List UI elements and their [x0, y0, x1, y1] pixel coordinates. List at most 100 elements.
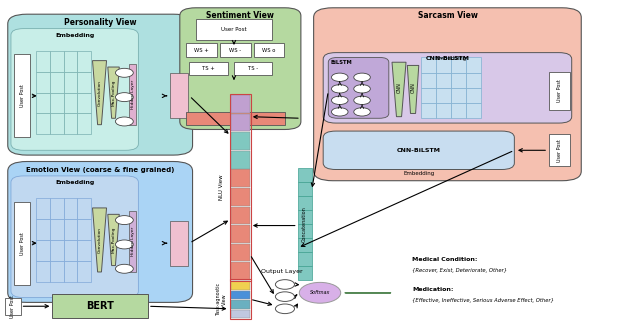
Text: TS -: TS - [248, 66, 258, 71]
FancyBboxPatch shape [186, 112, 285, 125]
FancyBboxPatch shape [323, 131, 515, 170]
FancyBboxPatch shape [170, 221, 188, 266]
FancyBboxPatch shape [50, 240, 63, 261]
FancyBboxPatch shape [231, 95, 250, 113]
FancyBboxPatch shape [50, 219, 63, 240]
FancyBboxPatch shape [451, 73, 466, 88]
FancyBboxPatch shape [36, 261, 50, 282]
Text: Max-Pooling: Max-Pooling [111, 79, 116, 106]
FancyBboxPatch shape [420, 103, 436, 118]
Text: WS o: WS o [262, 48, 276, 53]
Text: Hidden Layer: Hidden Layer [131, 80, 134, 109]
Text: NLU View: NLU View [219, 174, 224, 200]
Circle shape [115, 68, 133, 77]
Text: Embedding: Embedding [403, 171, 435, 176]
Circle shape [354, 108, 371, 116]
Polygon shape [392, 62, 406, 117]
Text: {Recover, Exist, Deteriorate, Other}: {Recover, Exist, Deteriorate, Other} [412, 268, 508, 273]
Text: User Post: User Post [557, 139, 562, 162]
Text: Medication:: Medication: [412, 287, 454, 292]
FancyBboxPatch shape [451, 88, 466, 103]
Circle shape [332, 108, 348, 116]
Text: User Post: User Post [10, 295, 15, 318]
FancyBboxPatch shape [63, 240, 77, 261]
FancyBboxPatch shape [436, 103, 451, 118]
Circle shape [275, 280, 294, 289]
FancyBboxPatch shape [50, 93, 63, 113]
FancyBboxPatch shape [77, 219, 91, 240]
FancyBboxPatch shape [36, 219, 50, 240]
Text: User Post: User Post [557, 79, 562, 102]
FancyBboxPatch shape [52, 294, 148, 318]
Text: Personality View: Personality View [64, 18, 136, 27]
FancyBboxPatch shape [36, 198, 50, 219]
FancyBboxPatch shape [63, 51, 77, 72]
FancyBboxPatch shape [4, 297, 20, 315]
Text: Sentiment View: Sentiment View [207, 11, 275, 20]
FancyBboxPatch shape [466, 103, 481, 118]
Text: CNN-BiLSTM: CNN-BiLSTM [426, 56, 470, 61]
FancyBboxPatch shape [50, 198, 63, 219]
Circle shape [115, 93, 133, 102]
FancyBboxPatch shape [298, 168, 312, 182]
Circle shape [115, 117, 133, 126]
FancyBboxPatch shape [63, 93, 77, 113]
Circle shape [332, 96, 348, 105]
Text: Softmax: Softmax [310, 290, 330, 295]
Polygon shape [108, 214, 119, 266]
FancyBboxPatch shape [466, 57, 481, 73]
FancyBboxPatch shape [231, 207, 250, 224]
Circle shape [275, 304, 294, 314]
FancyBboxPatch shape [220, 43, 250, 57]
Text: CNN: CNN [397, 82, 401, 93]
Circle shape [332, 85, 348, 93]
FancyBboxPatch shape [196, 19, 272, 40]
FancyBboxPatch shape [436, 88, 451, 103]
Text: Output Layer: Output Layer [261, 269, 303, 275]
Polygon shape [93, 208, 106, 272]
FancyBboxPatch shape [298, 266, 312, 280]
FancyBboxPatch shape [549, 72, 570, 110]
FancyBboxPatch shape [50, 72, 63, 93]
Text: Convolution: Convolution [97, 80, 102, 106]
Polygon shape [407, 66, 419, 113]
FancyBboxPatch shape [8, 14, 193, 155]
Text: Convolution: Convolution [97, 227, 102, 253]
FancyBboxPatch shape [14, 202, 30, 285]
FancyBboxPatch shape [298, 252, 312, 266]
FancyBboxPatch shape [77, 51, 91, 72]
FancyBboxPatch shape [36, 72, 50, 93]
FancyBboxPatch shape [323, 53, 572, 123]
Circle shape [115, 264, 133, 273]
Circle shape [275, 292, 294, 301]
Circle shape [115, 216, 133, 224]
FancyBboxPatch shape [36, 51, 50, 72]
FancyBboxPatch shape [298, 196, 312, 210]
Circle shape [354, 73, 371, 81]
FancyBboxPatch shape [436, 57, 451, 73]
Text: WS +: WS + [194, 48, 209, 53]
FancyBboxPatch shape [77, 72, 91, 93]
FancyBboxPatch shape [420, 88, 436, 103]
FancyBboxPatch shape [231, 262, 250, 280]
FancyBboxPatch shape [50, 113, 63, 134]
FancyBboxPatch shape [231, 300, 250, 309]
Text: Embedding: Embedding [55, 180, 94, 185]
Polygon shape [93, 61, 106, 125]
FancyBboxPatch shape [231, 132, 250, 150]
FancyBboxPatch shape [14, 54, 30, 138]
Circle shape [354, 96, 371, 105]
Ellipse shape [300, 282, 340, 303]
Text: Medical Condition:: Medical Condition: [412, 257, 478, 262]
FancyBboxPatch shape [231, 225, 250, 243]
Text: Sarcasm View: Sarcasm View [417, 11, 477, 20]
FancyBboxPatch shape [451, 57, 466, 73]
Text: Embedding: Embedding [55, 33, 94, 37]
FancyBboxPatch shape [314, 8, 581, 181]
FancyBboxPatch shape [77, 198, 91, 219]
FancyBboxPatch shape [231, 114, 250, 131]
FancyBboxPatch shape [451, 103, 466, 118]
FancyBboxPatch shape [328, 57, 389, 118]
FancyBboxPatch shape [436, 73, 451, 88]
Polygon shape [108, 67, 119, 118]
